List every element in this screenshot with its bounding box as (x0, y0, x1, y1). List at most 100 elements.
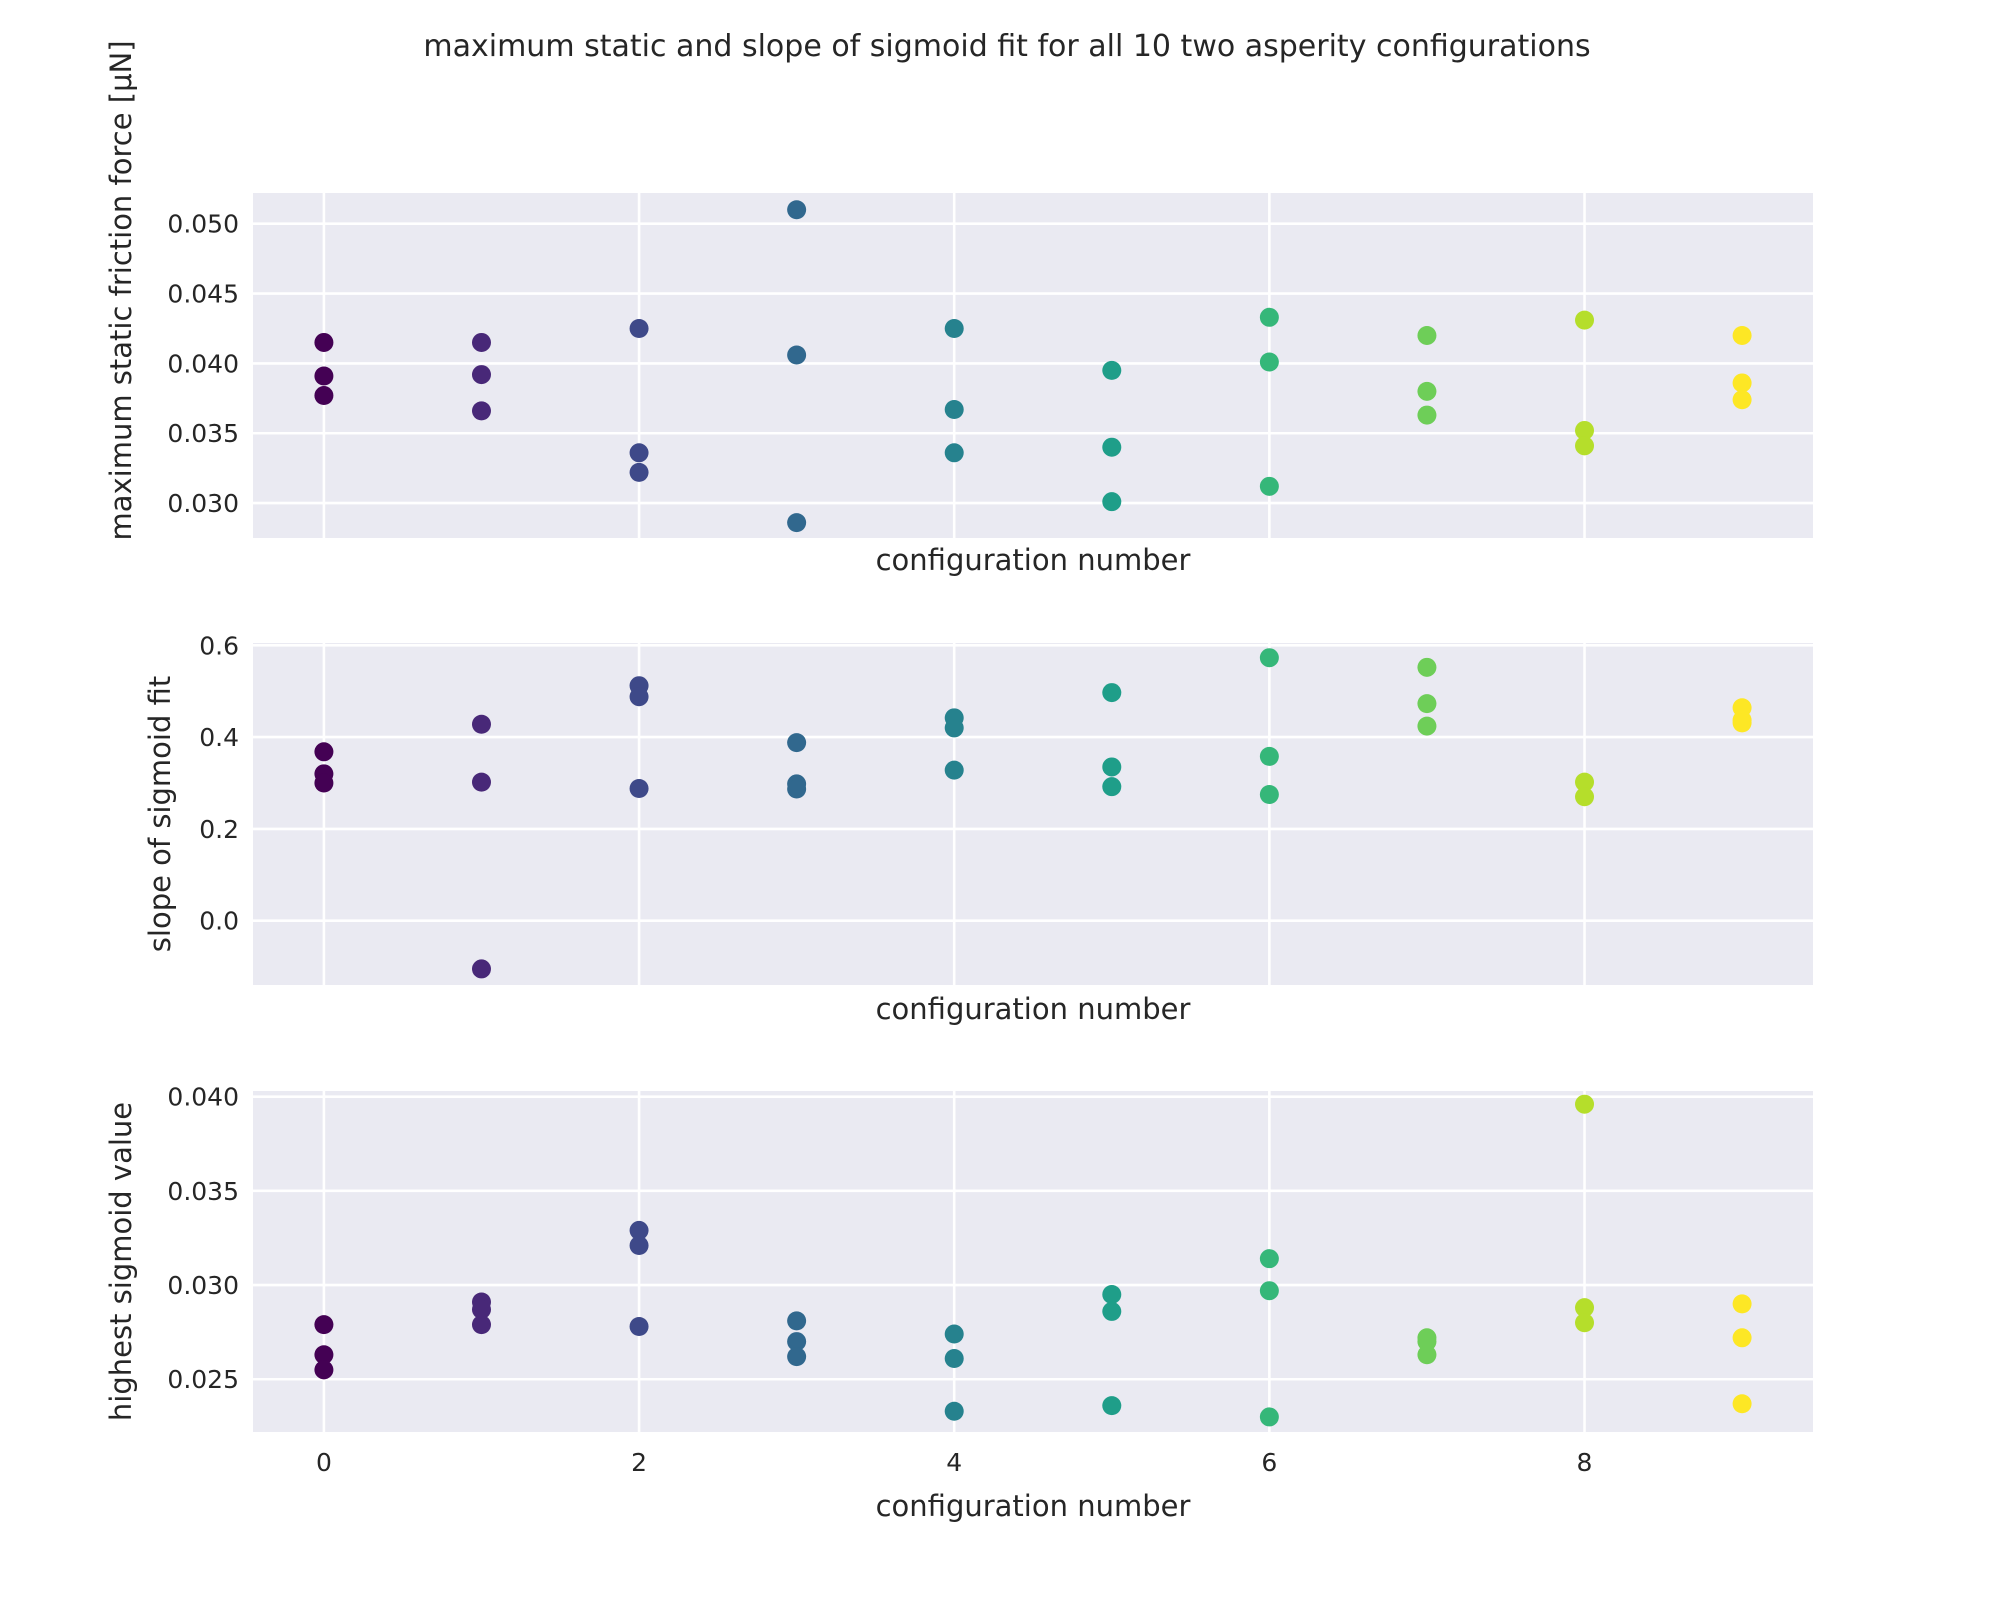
data-point (1575, 1094, 1595, 1114)
data-point (1417, 381, 1437, 401)
data-point (1259, 352, 1279, 372)
data-point (1575, 1298, 1595, 1318)
data-point (787, 733, 807, 753)
data-point (1732, 713, 1752, 733)
data-point (787, 513, 807, 533)
data-point (314, 1315, 334, 1335)
x-axis-label: configuration number (876, 992, 1191, 1026)
y-tick-label: 0.6 (199, 631, 239, 660)
data-point (944, 718, 964, 738)
data-point (629, 687, 649, 707)
plot-area (253, 193, 1813, 538)
data-point (1259, 746, 1279, 766)
y-tick-label: 0.0 (199, 907, 239, 936)
data-point (1259, 307, 1279, 327)
data-point (1732, 373, 1752, 393)
y-axis-label: slope of sigmoid fit (143, 676, 177, 952)
data-point (629, 779, 649, 799)
x-tick-label: 6 (1261, 1448, 1277, 1477)
plot-area (253, 643, 1813, 985)
data-point (1732, 1294, 1752, 1314)
data-point (314, 742, 334, 762)
data-point (471, 772, 491, 792)
y-tick-label: 0.030 (167, 1271, 239, 1300)
data-point (629, 462, 649, 482)
y-tick-label: 0.035 (167, 419, 239, 448)
data-point (1417, 657, 1437, 677)
data-point (1102, 757, 1122, 777)
data-point (1259, 1407, 1279, 1427)
subplot-3: 0.025 0.030 0.035 0.040 0 2 4 6 8 configuration n… (104, 1083, 1813, 1523)
data-point (314, 332, 334, 352)
y-tick-label: 0.2 (199, 815, 239, 844)
data-point (1575, 772, 1595, 792)
x-tick-label: 4 (946, 1448, 962, 1477)
data-point (471, 1315, 491, 1335)
data-point (1102, 360, 1122, 380)
data-point (1417, 716, 1437, 736)
y-tick-label: 0.030 (167, 489, 239, 518)
x-tick-label: 8 (1577, 1448, 1593, 1477)
data-point (629, 1316, 649, 1336)
y-tick-label: 0.025 (167, 1365, 239, 1394)
data-point (1417, 405, 1437, 425)
x-tick-label: 0 (316, 1448, 332, 1477)
data-point (1417, 1345, 1437, 1365)
data-point (1102, 683, 1122, 703)
data-point (1102, 1301, 1122, 1321)
data-point (944, 1401, 964, 1421)
data-point (787, 345, 807, 365)
data-point (1575, 436, 1595, 456)
data-point (1259, 648, 1279, 668)
data-point (944, 760, 964, 780)
subplot-1: 0.030 0.035 0.040 0.045 0.050 configuration n… (104, 40, 1813, 577)
data-point (944, 399, 964, 419)
plot-area (253, 1091, 1813, 1432)
chart-title: maximum static and slope of sigmoid fit … (423, 29, 1590, 64)
data-point (471, 714, 491, 734)
y-tick-label: 0.045 (167, 280, 239, 309)
data-point (1417, 1332, 1437, 1352)
data-point (471, 1300, 491, 1320)
data-point (314, 1360, 334, 1380)
y-tick-label: 0.4 (199, 723, 239, 752)
data-point (1732, 325, 1752, 345)
data-point (1259, 1249, 1279, 1269)
y-axis-label: highest sigmoid value (104, 1102, 138, 1421)
data-point (787, 1311, 807, 1331)
y-tick-label: 0.050 (167, 210, 239, 239)
data-point (314, 366, 334, 386)
data-point (1575, 1313, 1595, 1333)
x-axis-label: configuration number (876, 543, 1191, 577)
data-point (1102, 437, 1122, 457)
y-tick-label: 0.035 (167, 1177, 239, 1206)
data-point (1259, 1281, 1279, 1301)
data-point (1732, 390, 1752, 410)
x-axis-label: configuration number (876, 1489, 1191, 1523)
y-tick-label: 0.040 (167, 1083, 239, 1112)
data-point (471, 365, 491, 385)
data-point (1417, 325, 1437, 345)
data-point (1259, 784, 1279, 804)
data-point (1259, 476, 1279, 496)
data-point (1575, 787, 1595, 807)
data-point (944, 1349, 964, 1369)
y-axis-label: maximum static friction force [μN] (104, 40, 138, 540)
data-point (1732, 1328, 1752, 1348)
data-point (1102, 777, 1122, 797)
data-point (1732, 1394, 1752, 1414)
data-point (1102, 1284, 1122, 1304)
data-point (314, 1345, 334, 1365)
data-point (787, 1332, 807, 1352)
data-point (1102, 1396, 1122, 1416)
data-point (944, 443, 964, 463)
y-tick-label: 0.040 (167, 349, 239, 378)
data-point (944, 1324, 964, 1344)
x-tick-label: 2 (631, 1448, 647, 1477)
data-point (787, 1347, 807, 1367)
data-point (787, 200, 807, 220)
data-point (1102, 492, 1122, 512)
data-point (471, 959, 491, 979)
